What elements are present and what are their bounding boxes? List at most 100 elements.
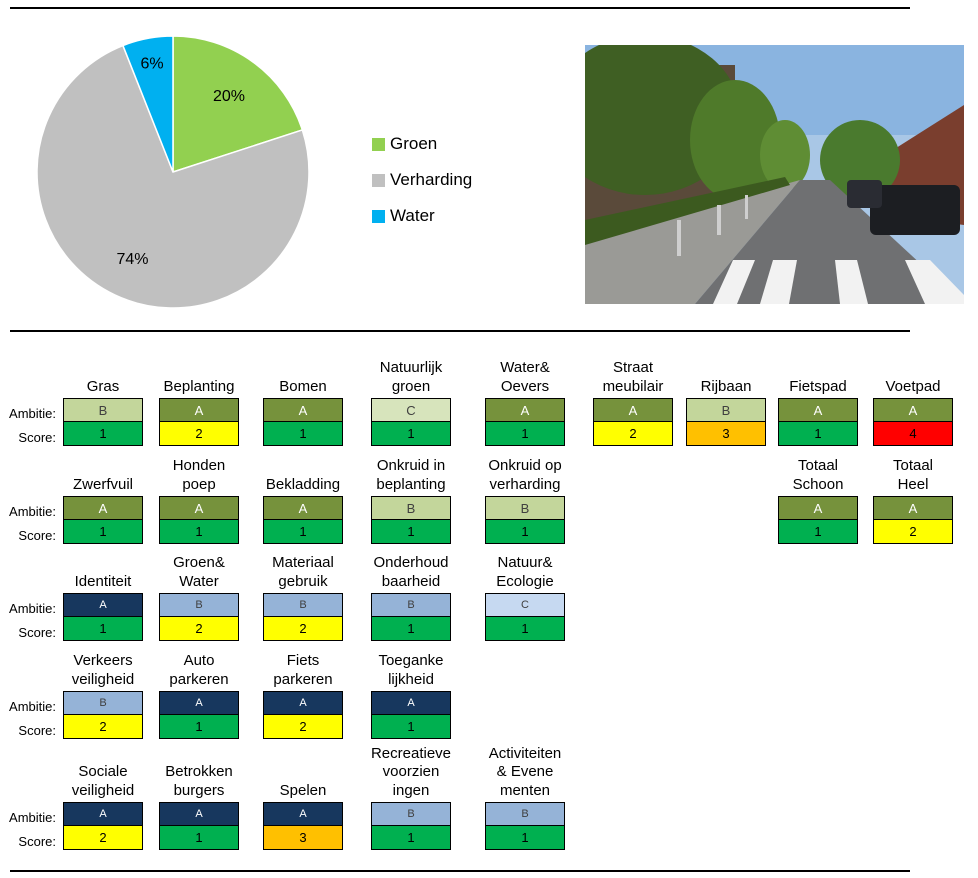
score-label-row3: Score: bbox=[18, 625, 56, 640]
ambitie-cell: A bbox=[263, 691, 343, 715]
metric-title: Natuur& Ecologie bbox=[496, 554, 554, 590]
ambitie-label-row5: Ambitie: bbox=[9, 810, 56, 825]
score-cell: 1 bbox=[778, 520, 858, 544]
score-cell: 4 bbox=[873, 422, 953, 446]
ambitie-cell: A bbox=[263, 398, 343, 422]
metric-card: Onderhoud baarheid B 1 bbox=[371, 554, 451, 641]
ambitie-label-row4: Ambitie: bbox=[9, 699, 56, 714]
pie-label-groen: 20% bbox=[213, 88, 245, 105]
metric-card: Spelen A 3 bbox=[263, 782, 343, 850]
metric-card: Betrokken burgers A 1 bbox=[159, 763, 239, 850]
score-cell: 1 bbox=[371, 520, 451, 544]
score-cell: 2 bbox=[159, 617, 239, 641]
ambitie-cell: A bbox=[873, 398, 953, 422]
metric-title: Sociale veiligheid bbox=[71, 763, 135, 799]
metric-title: Onkruid op verharding bbox=[488, 457, 562, 493]
score-label-row5: Score: bbox=[18, 834, 56, 849]
metric-title: Toeganke lijkheid bbox=[378, 652, 444, 688]
metric-card: Fiets parkeren A 2 bbox=[263, 652, 343, 739]
score-cell: 1 bbox=[263, 422, 343, 446]
ambitie-cell: C bbox=[485, 593, 565, 617]
score-label-row4: Score: bbox=[18, 723, 56, 738]
pie-label-water: 6% bbox=[141, 55, 164, 72]
metric-title: Natuurlijk groen bbox=[379, 359, 443, 395]
score-cell: 1 bbox=[63, 617, 143, 641]
metric-card: Bekladding A 1 bbox=[263, 476, 343, 544]
ambitie-cell: B bbox=[371, 496, 451, 520]
middle-divider bbox=[10, 330, 910, 332]
ambitie-cell: A bbox=[778, 398, 858, 422]
metric-card: Water& Oevers A 1 bbox=[485, 359, 565, 446]
metric-title: Identiteit bbox=[74, 572, 132, 590]
metric-card: Zwerfvuil A 1 bbox=[63, 476, 143, 544]
metric-card: Totaal Schoon A 1 bbox=[778, 457, 858, 544]
score-cell: 1 bbox=[371, 715, 451, 739]
metric-title: Bekladding bbox=[265, 475, 341, 493]
score-cell: 1 bbox=[63, 520, 143, 544]
metric-card: Honden poep A 1 bbox=[159, 457, 239, 544]
metric-card: Toeganke lijkheid A 1 bbox=[371, 652, 451, 739]
metric-title: Auto parkeren bbox=[169, 652, 229, 688]
metric-card: Gras B 1 bbox=[63, 378, 143, 446]
ambitie-cell: A bbox=[485, 398, 565, 422]
pie-slice-groen bbox=[172, 35, 304, 174]
metric-card: Bomen A 1 bbox=[263, 378, 343, 446]
metric-title: Bomen bbox=[279, 377, 327, 395]
score-cell: 2 bbox=[63, 715, 143, 739]
metric-card: Beplanting A 2 bbox=[159, 378, 239, 446]
top-divider bbox=[10, 7, 910, 9]
legend-swatch-water bbox=[372, 209, 385, 223]
score-cell: 1 bbox=[371, 826, 451, 850]
pie-legend: Groen Verharding Water bbox=[372, 126, 472, 234]
ambitie-cell: A bbox=[159, 496, 239, 520]
ambitie-cell: A bbox=[63, 802, 143, 826]
score-cell: 2 bbox=[159, 422, 239, 446]
score-cell: 1 bbox=[159, 520, 239, 544]
ambitie-cell: A bbox=[593, 398, 673, 422]
metric-title: Betrokken burgers bbox=[165, 763, 233, 799]
metric-card: Rijbaan B 3 bbox=[686, 378, 766, 446]
ambitie-cell: A bbox=[873, 496, 953, 520]
score-cell: 1 bbox=[485, 520, 565, 544]
score-cell: 1 bbox=[371, 422, 451, 446]
metric-title: Groen& Water bbox=[173, 554, 225, 590]
score-cell: 2 bbox=[593, 422, 673, 446]
score-cell: 1 bbox=[371, 617, 451, 641]
score-cell: 1 bbox=[159, 715, 239, 739]
score-cell: 3 bbox=[686, 422, 766, 446]
metric-card: Materiaal gebruik B 2 bbox=[263, 554, 343, 641]
metric-card: Groen& Water B 2 bbox=[159, 554, 239, 641]
ambitie-cell: B bbox=[63, 398, 143, 422]
score-cell: 2 bbox=[263, 617, 343, 641]
ambitie-cell: B bbox=[371, 802, 451, 826]
metric-card: Natuur& Ecologie C 1 bbox=[485, 554, 565, 641]
metric-card: Sociale veiligheid A 2 bbox=[63, 763, 143, 850]
ambitie-cell: B bbox=[63, 691, 143, 715]
metric-title: Beplanting bbox=[163, 377, 235, 395]
metric-card: Onkruid op verharding B 1 bbox=[485, 457, 565, 544]
ambitie-cell: A bbox=[263, 496, 343, 520]
ambitie-cell: A bbox=[263, 802, 343, 826]
score-cell: 1 bbox=[485, 617, 565, 641]
legend-label-groen: Groen bbox=[390, 134, 438, 153]
metric-title: Materiaal gebruik bbox=[272, 554, 334, 590]
metric-card: Verkeers veiligheid B 2 bbox=[63, 652, 143, 739]
metric-title: Onkruid in beplanting bbox=[376, 457, 446, 493]
score-cell: 1 bbox=[485, 826, 565, 850]
score-cell: 1 bbox=[485, 422, 565, 446]
metric-title: Spelen bbox=[279, 781, 327, 799]
metric-title: Totaal Heel bbox=[892, 457, 934, 493]
score-cell: 3 bbox=[263, 826, 343, 850]
ambitie-cell: A bbox=[63, 593, 143, 617]
metric-title: Activiteiten & Evene menten bbox=[488, 744, 562, 799]
ambitie-cell: B bbox=[263, 593, 343, 617]
street-photo bbox=[585, 45, 964, 304]
legend-label-verharding: Verharding bbox=[390, 170, 473, 189]
ambitie-cell: B bbox=[485, 496, 565, 520]
ambitie-cell: A bbox=[371, 691, 451, 715]
metric-title: Fiets parkeren bbox=[273, 652, 333, 688]
pie-slice-water bbox=[121, 35, 174, 173]
legend-swatch-verharding bbox=[372, 173, 385, 187]
metric-title: Zwerfvuil bbox=[72, 475, 133, 493]
metric-title: Straat meubilair bbox=[602, 359, 664, 395]
